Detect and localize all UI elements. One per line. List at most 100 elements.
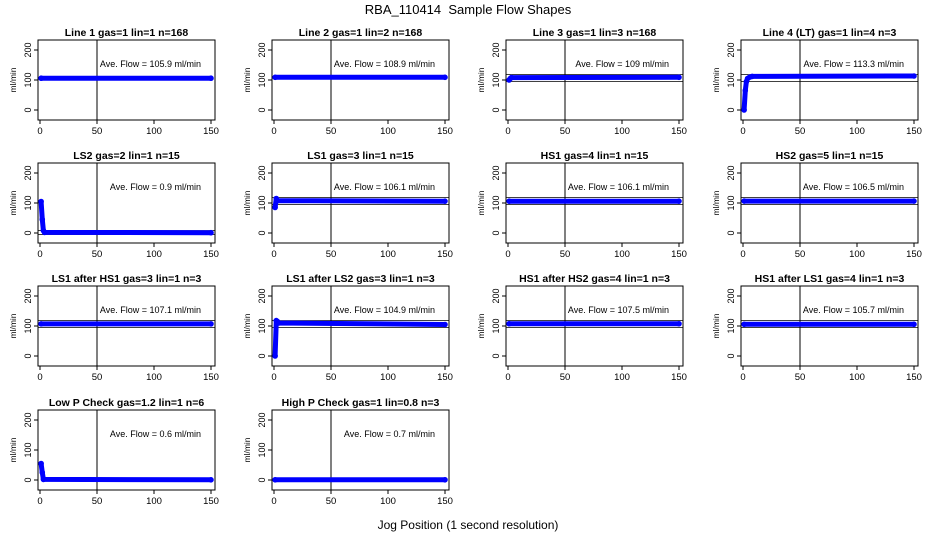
y-tick-label: 100 (726, 195, 736, 210)
x-tick-label: 0 (37, 496, 42, 507)
data-point (508, 74, 515, 81)
x-tick-label: 0 (271, 249, 276, 260)
data-point (208, 321, 214, 327)
panel-7: HS1 gas=4 lin=1 n=15 0 100 200 ml/min 0 50 100 1… (476, 150, 687, 260)
x-tick-label: 100 (146, 249, 162, 260)
panel-8: HS2 gas=5 lin=1 n=15 0 100 200 ml/min 0 50 100 1… (711, 150, 922, 260)
x-tick-label: 150 (437, 496, 453, 507)
x-tick-label: 150 (203, 126, 219, 137)
x-tick-label: 50 (92, 496, 103, 507)
y-tick-label: 100 (257, 442, 267, 457)
y-tick-label: 0 (726, 353, 736, 358)
data-point (506, 198, 512, 204)
data-point (741, 198, 747, 204)
y-axis-label: ml/min (242, 190, 252, 215)
x-tick-label: 100 (380, 249, 396, 260)
x-tick-label: 0 (37, 249, 42, 260)
data-point (208, 477, 214, 483)
data-point (38, 321, 44, 327)
data-point (442, 321, 448, 328)
data-point (208, 75, 214, 82)
y-tick-label: 200 (23, 42, 33, 57)
y-tick-label: 100 (23, 195, 33, 210)
y-tick-label: 200 (23, 288, 33, 303)
y-tick-label: 100 (491, 72, 501, 87)
x-tick-label: 50 (560, 126, 571, 137)
data-point (442, 74, 448, 81)
x-tick-label: 50 (560, 372, 571, 383)
y-axis-label: ml/min (711, 313, 721, 338)
x-tick-label: 50 (92, 372, 103, 383)
series-band (38, 199, 214, 236)
plot-frame (740, 39, 919, 121)
x-tick-label: 0 (740, 249, 745, 260)
x-tick-label: 0 (505, 372, 510, 383)
y-axis-label: ml/min (476, 190, 486, 215)
x-tick-label: 150 (437, 249, 453, 260)
y-tick-label: 100 (491, 318, 501, 333)
x-tick-label: 0 (37, 372, 42, 383)
panel-title: HS1 gas=4 lin=1 n=15 (541, 150, 649, 162)
average-flow-annotation: Ave. Flow = 108.9 ml/min (334, 59, 435, 69)
series-band (38, 461, 214, 483)
y-tick-label: 0 (257, 477, 267, 482)
figure-title: RBA_110414 Sample Flow Shapes (364, 2, 572, 17)
data-point (442, 476, 448, 483)
panel-title: LS1 after HS1 gas=3 lin=1 n=3 (52, 273, 202, 285)
average-flow-annotation: Ave. Flow = 105.9 ml/min (100, 59, 201, 69)
panel-13: Low P Check gas=1.2 lin=1 n=6 0 100 200 ml/m… (8, 397, 219, 507)
x-tick-label: 150 (671, 372, 687, 383)
plot-frame (271, 39, 450, 121)
data-point (741, 321, 747, 328)
data-point (272, 353, 278, 359)
x-tick-label: 50 (795, 126, 806, 137)
average-flow-annotation: Ave. Flow = 109 ml/min (575, 59, 669, 69)
y-tick-label: 200 (23, 412, 33, 427)
y-tick-label: 100 (257, 195, 267, 210)
panel-title: LS2 gas=2 lin=1 n=15 (73, 150, 180, 162)
average-flow-annotation: Ave. Flow = 105.7 ml/min (803, 305, 904, 315)
y-tick-label: 200 (257, 42, 267, 57)
x-tick-label: 150 (203, 249, 219, 260)
data-point (749, 73, 755, 80)
x-tick-label: 150 (671, 126, 687, 137)
panel-title: HS1 after HS2 gas=4 lin=1 n=3 (519, 273, 670, 285)
panel-title: High P Check gas=1 lin=0.8 n=3 (282, 397, 440, 409)
y-tick-label: 100 (726, 318, 736, 333)
panel-10: LS1 after LS2 gas=3 lin=1 n=3 0 100 200 ml/m… (242, 273, 453, 383)
panel-title: Line 2 gas=1 lin=2 n=168 (299, 27, 423, 39)
x-tick-label: 150 (203, 372, 219, 383)
panel-6: LS1 gas=3 lin=1 n=15 0 100 200 ml/min 0 50 100 1… (242, 150, 453, 260)
series-band (506, 74, 682, 83)
data-point (38, 75, 44, 82)
x-tick-label: 100 (380, 372, 396, 383)
x-tick-label: 50 (560, 249, 571, 260)
x-tick-label: 50 (326, 372, 337, 383)
data-point (911, 198, 917, 204)
y-tick-label: 0 (23, 477, 33, 482)
y-tick-label: 0 (726, 230, 736, 235)
average-flow-annotation: Ave. Flow = 106.1 ml/min (334, 182, 435, 192)
panel-5: LS2 gas=2 lin=1 n=15 0 100 200 ml/min 0 50 100 1… (8, 150, 219, 260)
average-flow-annotation: Ave. Flow = 106.1 ml/min (568, 182, 669, 192)
x-tick-label: 0 (505, 249, 510, 260)
y-axis-label: ml/min (476, 313, 486, 338)
data-point (442, 198, 448, 204)
data-point (275, 320, 282, 326)
y-tick-label: 200 (257, 288, 267, 303)
x-tick-label: 100 (849, 372, 865, 383)
y-tick-label: 100 (257, 72, 267, 87)
x-tick-label: 0 (271, 496, 276, 507)
data-point (742, 87, 749, 94)
data-point (41, 229, 48, 236)
series-band (272, 318, 448, 359)
data-point (39, 469, 46, 476)
data-point (208, 229, 214, 236)
figure-x-axis-title: Jog Position (1 second resolution) (377, 518, 559, 532)
data-point (40, 476, 47, 483)
y-axis-label: ml/min (711, 67, 721, 92)
panel-14: High P Check gas=1 lin=0.8 n=3 0 100 200 ml/… (242, 397, 453, 507)
panel-title: Line 1 gas=1 lin=1 n=168 (65, 27, 189, 39)
series-band (272, 196, 448, 210)
panel-12: HS1 after LS1 gas=4 lin=1 n=3 0 100 200 ml/m… (711, 273, 922, 383)
